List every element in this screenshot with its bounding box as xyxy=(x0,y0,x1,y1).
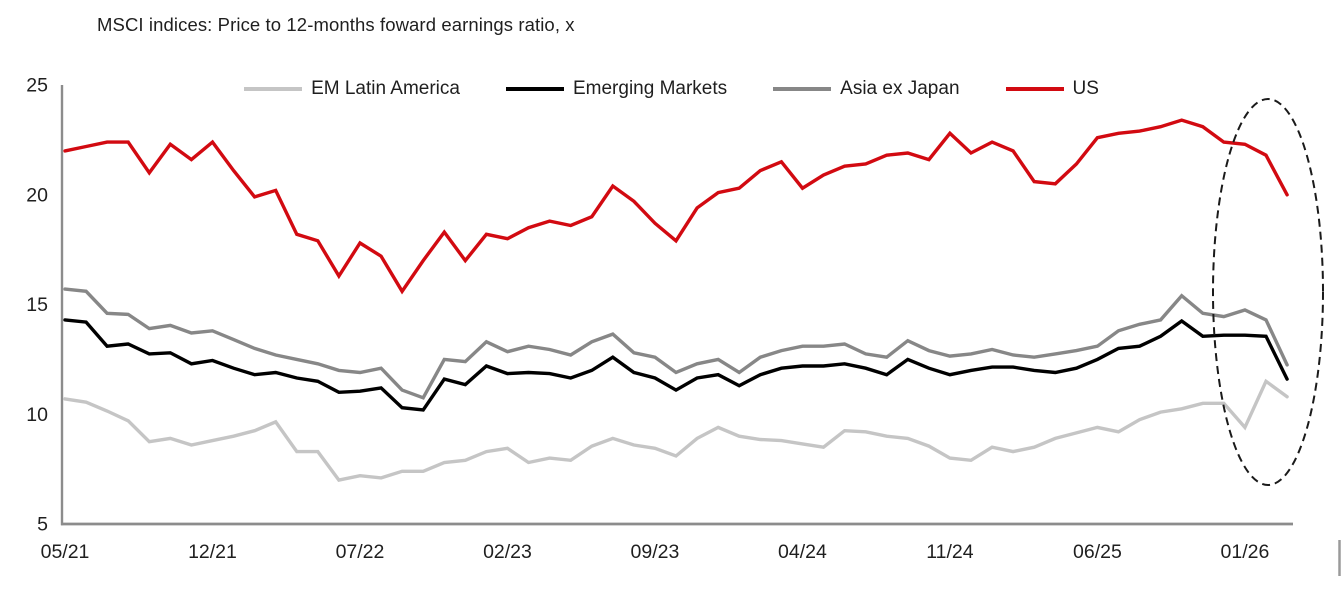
x-tick-label: 02/23 xyxy=(483,541,532,563)
y-tick-label: 20 xyxy=(26,184,48,206)
x-tick-label: 06/25 xyxy=(1073,541,1122,563)
series-line-us xyxy=(63,118,1289,295)
x-tick-label: 07/22 xyxy=(336,541,385,563)
x-tick-label: 05/21 xyxy=(41,541,90,563)
series-line-asia-ex-japan xyxy=(63,287,1289,400)
y-tick-label: 25 xyxy=(26,75,48,97)
x-tick-label: 01/26 xyxy=(1221,541,1270,563)
y-tick-label: 10 xyxy=(26,404,48,426)
series-line-em-latin-america xyxy=(63,378,1289,482)
series-line-emerging-markets xyxy=(63,318,1289,412)
y-tick-label: 5 xyxy=(37,514,48,536)
x-tick-label: 11/24 xyxy=(926,541,974,563)
y-tick-label: 15 xyxy=(26,294,48,316)
x-tick-label: 04/24 xyxy=(778,541,827,563)
x-tick-label: 12/21 xyxy=(188,541,237,563)
chart-title: MSCI indices: Price to 12-months foward … xyxy=(97,14,575,35)
highlight-ellipse-annotation xyxy=(1212,98,1324,486)
x-tick-label: 09/23 xyxy=(631,541,680,563)
